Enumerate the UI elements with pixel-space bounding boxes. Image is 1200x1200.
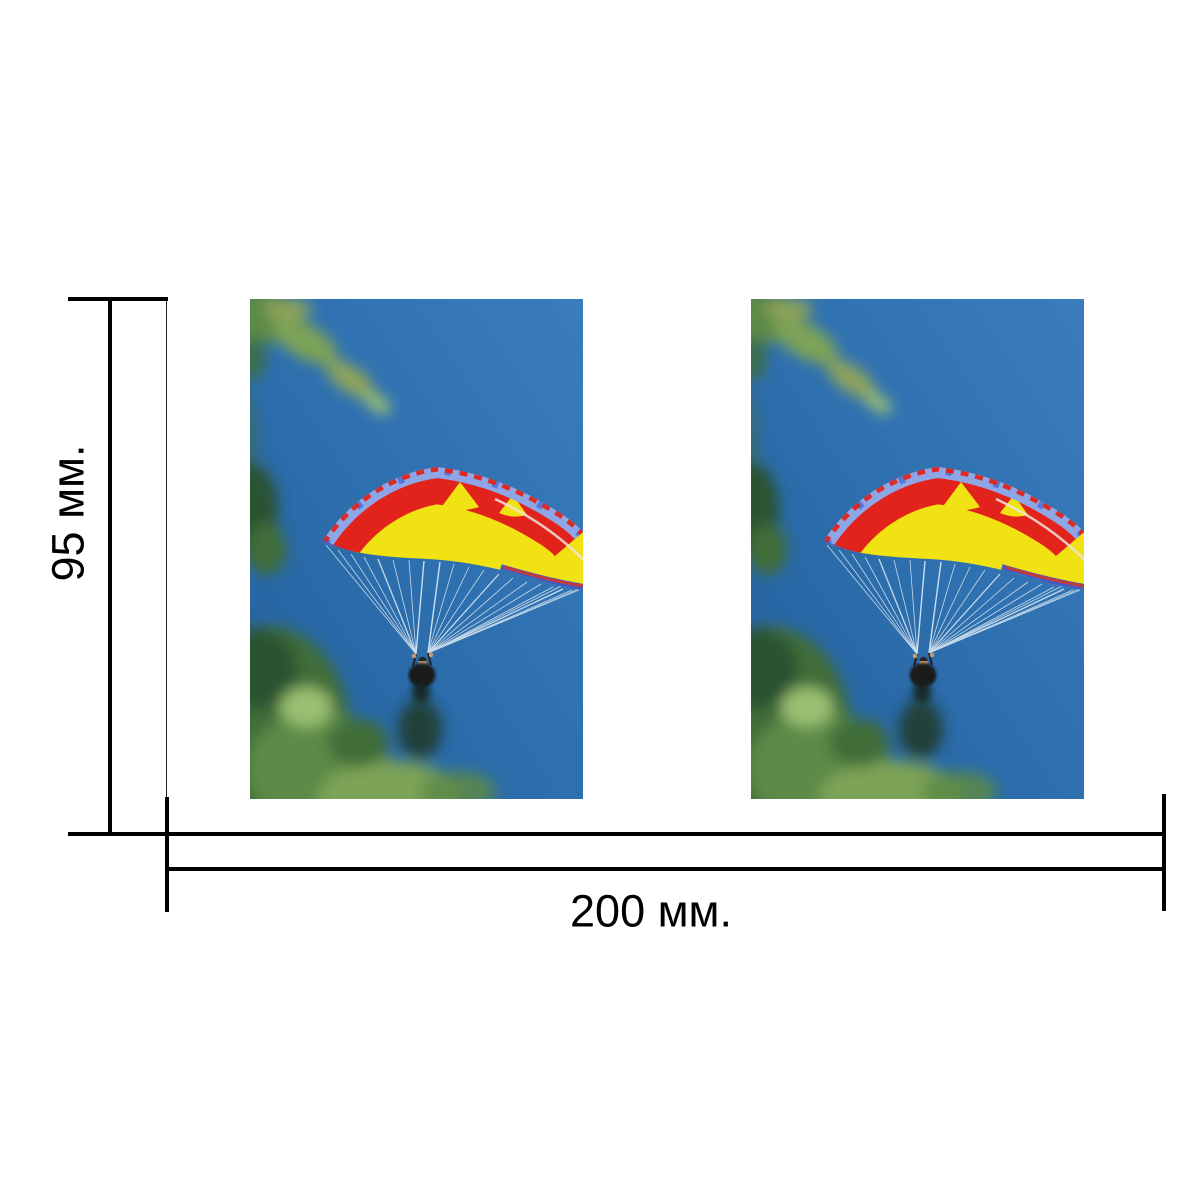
height-dimension-tick-top: [68, 297, 168, 301]
width-extension-line-left: [165, 797, 169, 912]
paraglider-image: [250, 299, 583, 799]
height-dimension-label: 95 мм.: [42, 444, 94, 582]
photo-2: [751, 299, 1084, 799]
sheet-left-edge: [166, 299, 167, 798]
paraglider-image: [751, 299, 1084, 799]
height-dimension-line: [108, 297, 112, 835]
width-dimension-line: [166, 867, 1166, 871]
photo-1: [250, 299, 583, 799]
width-extension-line-right: [1162, 794, 1166, 911]
sheet-bottom-line: [68, 832, 1166, 836]
width-dimension-label: 200 мм.: [570, 885, 732, 937]
